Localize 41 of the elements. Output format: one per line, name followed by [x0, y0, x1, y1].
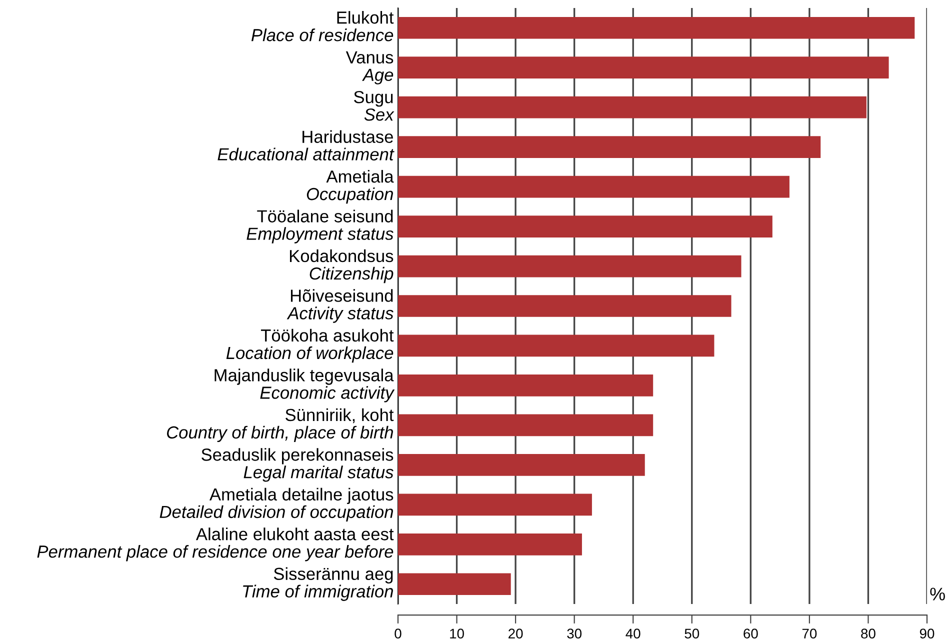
x-tick-label: 60: [744, 628, 758, 639]
x-tick-label: 40: [626, 628, 640, 639]
bar: [398, 176, 790, 198]
y-tick-label: Majanduslik tegevusala Economic activity: [214, 368, 395, 402]
y-tick-label: Töökoha asukoht Location of workplace: [226, 328, 394, 363]
x-tick-label: 90: [920, 628, 934, 639]
bar: [398, 295, 732, 317]
y-tick-label: Haridustase Educational attainment: [218, 130, 394, 160]
x-tick-label: 10: [450, 628, 464, 639]
y-tick-label: Sisserännu aeg Time of immigration: [243, 567, 393, 601]
bar: [398, 334, 714, 357]
y-tick-label: Hõiveseisund Activity status: [286, 289, 394, 323]
bar: [398, 573, 511, 596]
y-tick-label: Elukoht Place of residence: [251, 11, 394, 42]
bar: [398, 16, 915, 39]
bar: [398, 96, 866, 118]
y-tick-label: Ametiala Occupation: [306, 170, 394, 204]
x-tick-label: 20: [508, 628, 523, 639]
bar: [398, 255, 742, 278]
y-tick-label: Alaline elukoht aasta eest Permanent place of residence one year before: [37, 528, 394, 562]
y-tick-label: Kodakondsus Citizenship: [290, 249, 394, 284]
bar: [398, 374, 654, 396]
y-tick-label: Sünniriik, koht Country of birth, place of birth: [167, 408, 394, 442]
x-tick-label: 0: [394, 628, 402, 639]
bar: [398, 533, 582, 556]
x-tick-label: 80: [861, 628, 876, 639]
y-tick-label: Sugu Sex: [354, 90, 394, 121]
x-tick-label: 50: [684, 628, 700, 639]
x-tick-label: 70: [802, 628, 817, 639]
bar: [398, 494, 592, 516]
bar: [398, 454, 645, 476]
bar: [398, 216, 772, 238]
bar: [398, 414, 654, 436]
y-tick-label: Seaduslik perekonnaseis Legal marital status: [202, 448, 394, 482]
y-tick-label: Tööalane seisund Employment status: [246, 210, 394, 244]
bar: [398, 56, 889, 79]
bar: [398, 136, 821, 158]
x-axis-title: %: [930, 588, 945, 600]
y-tick-label: Vanus Age: [346, 51, 394, 84]
y-tick-label: Ametiala detailne jaotus Detailed division of occupation: [160, 488, 394, 522]
x-tick-label: 30: [567, 628, 582, 639]
